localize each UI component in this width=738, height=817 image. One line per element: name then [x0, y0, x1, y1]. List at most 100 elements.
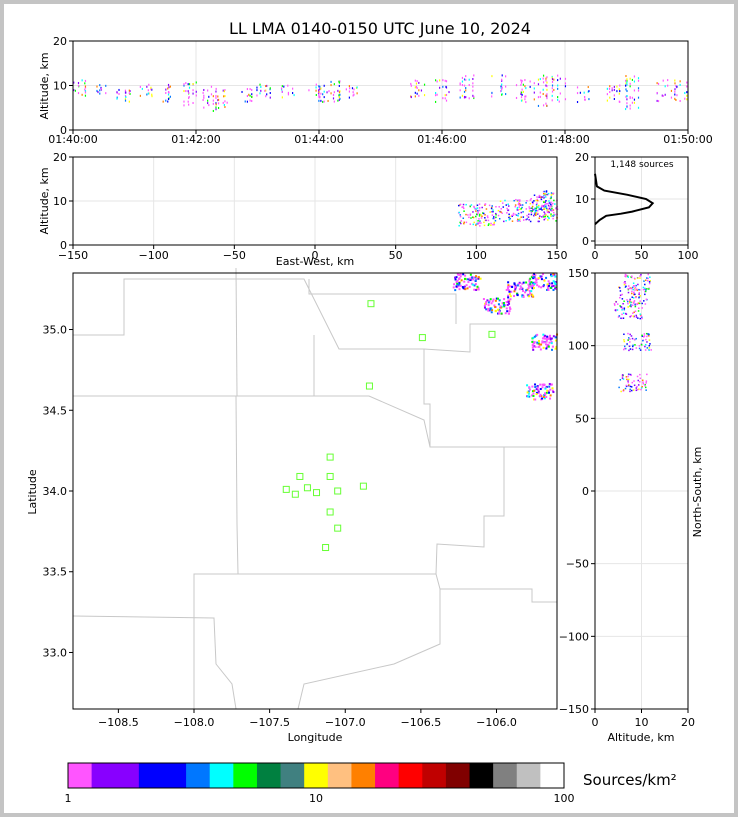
plan-source-point [455, 285, 458, 288]
time-source-point [167, 98, 170, 101]
time-source-point [224, 106, 226, 109]
plan-source-point [475, 288, 478, 291]
lma-station-marker [326, 508, 334, 516]
time-source-point [625, 95, 627, 98]
ns-source-point [644, 287, 646, 290]
colorbar-swatch [327, 763, 352, 788]
plan-source-point [536, 333, 539, 336]
ns-source-point [626, 299, 628, 301]
plan-source-point [540, 394, 543, 397]
ew-source-point [509, 215, 511, 218]
time-source-point [215, 94, 217, 97]
time-source-point [338, 80, 340, 83]
ew-source-point [495, 214, 497, 216]
ns-source-point [641, 317, 643, 320]
time-source-point [215, 108, 217, 111]
plan-source-point [547, 287, 550, 290]
ew-source-point [516, 208, 519, 210]
time-source-point [472, 77, 474, 80]
time-source-point [520, 99, 523, 102]
time-source-point [129, 90, 131, 93]
time-source-point [223, 103, 225, 106]
ew-source-point [476, 209, 479, 212]
ns-source-point [631, 337, 634, 340]
plan-source-point [548, 284, 551, 287]
time-source-point [542, 77, 544, 80]
plan-source-point [535, 393, 538, 396]
ew-source-point [459, 221, 461, 224]
time-source-point [472, 85, 474, 88]
ew-source-point [527, 216, 530, 218]
time-source-point [99, 89, 101, 92]
ns-source-point [627, 332, 629, 335]
plan-source-point [555, 345, 558, 348]
ns-tick-label: −150 [559, 703, 589, 716]
ns-source-point [636, 289, 639, 292]
time-source-point [686, 85, 688, 88]
ew-source-point [505, 219, 507, 222]
ns-source-point [634, 304, 637, 307]
ns-source-point [644, 349, 647, 351]
ns-source-point [621, 293, 623, 296]
ew-source-point [518, 219, 520, 222]
ew-source-point [493, 221, 496, 224]
time-source-point [292, 92, 294, 95]
plan-tick-label: −108.0 [174, 716, 215, 729]
ew-source-point [533, 200, 535, 202]
ew-source-point [528, 206, 530, 208]
time-source-point [584, 98, 586, 101]
time-source-point [551, 99, 553, 102]
plan-source-point [537, 285, 540, 288]
time-source-point [217, 99, 219, 102]
ns-source-point [623, 307, 626, 310]
plan-source-point [533, 389, 536, 392]
time-source-point [439, 86, 441, 89]
ns-source-point [626, 300, 629, 303]
plan-source-point [456, 282, 459, 285]
ew-source-point [550, 210, 553, 212]
ns-source-point [627, 276, 629, 278]
time-tick-label: 20 [53, 35, 67, 48]
ew-source-point [477, 223, 479, 225]
time-source-point [150, 86, 152, 89]
time-source-point [167, 87, 169, 90]
time-source-point [564, 82, 567, 85]
plan-source-point [519, 285, 522, 288]
ew-source-point [540, 196, 542, 199]
ew-source-point [495, 216, 497, 219]
plan-source-point [494, 299, 497, 302]
time-source-point [348, 96, 350, 99]
ew-axes-frame [72, 156, 558, 246]
time-source-point [546, 88, 548, 91]
time-source-point [281, 96, 283, 99]
ew-source-point [478, 203, 481, 205]
plan-source-point [474, 276, 477, 279]
ew-source-point [506, 212, 508, 214]
plan-source-point [546, 389, 549, 392]
ns-source-point [630, 335, 633, 337]
ew-source-point [520, 208, 522, 210]
time-source-point [203, 88, 205, 91]
ns-source-point [624, 275, 626, 278]
ns-source-point [629, 385, 632, 388]
plan-source-point [552, 289, 555, 292]
ew-source-point [478, 209, 481, 212]
plan-source-point [502, 302, 505, 305]
time-source-point [328, 90, 330, 93]
time-height-panel: 01:40:00 01:42:00 01:44:00 01:46:00 01:48:00… [48, 35, 712, 146]
plan-source-point [541, 397, 544, 400]
time-source-point [445, 93, 448, 96]
ew-source-point [508, 219, 511, 221]
plan-source-point [503, 304, 506, 307]
ns-source-point [639, 317, 641, 320]
time-source-point [323, 96, 325, 99]
ns-source-point [642, 382, 645, 385]
time-source-point [551, 84, 554, 87]
time-source-point [330, 92, 332, 95]
time-source-point [319, 88, 321, 91]
time-source-point [606, 93, 608, 96]
time-source-point [318, 90, 320, 93]
plan-source-point [548, 336, 551, 339]
ew-source-point [548, 211, 550, 214]
ew-source-point [472, 223, 475, 226]
